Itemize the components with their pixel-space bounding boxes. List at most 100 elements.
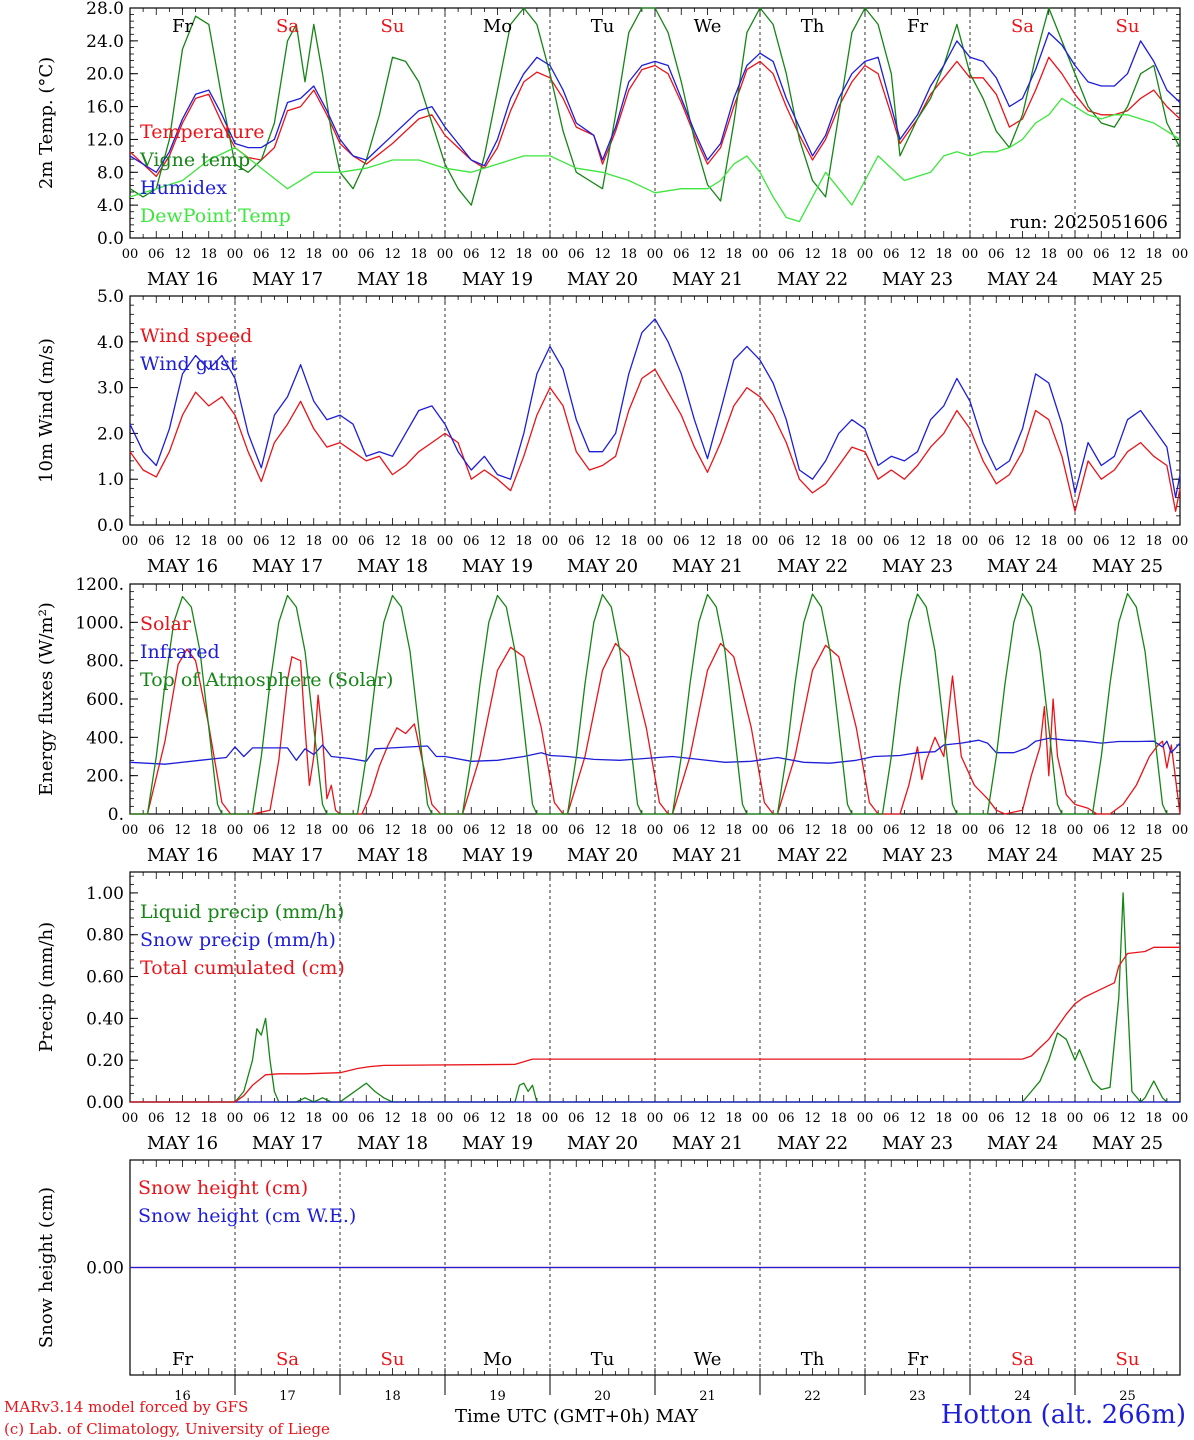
day-date-label: MAY 22 xyxy=(777,556,848,577)
y-axis-label: Precip (mm/h) xyxy=(36,922,57,1052)
station-name: Hotton (alt. 266m) xyxy=(940,1400,1186,1430)
hour-tick-label: 18 xyxy=(410,823,427,838)
weekday-label: We xyxy=(694,1349,722,1370)
panel-2 xyxy=(129,295,1181,526)
day-date-label: MAY 21 xyxy=(672,845,743,866)
day-date-label: MAY 24 xyxy=(987,845,1058,866)
day-date-label: MAY 21 xyxy=(672,1133,743,1154)
hour-tick-label: 18 xyxy=(410,1111,427,1126)
day-date-label: MAY 18 xyxy=(357,845,428,866)
hour-tick-label: 12 xyxy=(804,823,821,838)
y-tick-label: 0.0 xyxy=(97,516,124,536)
hour-tick-label: 18 xyxy=(935,823,952,838)
weekday-label: Sa xyxy=(276,16,299,37)
weekday-label: Mo xyxy=(483,1349,512,1370)
hour-tick-label: 00 xyxy=(437,247,454,262)
hour-tick-label: 12 xyxy=(384,534,401,549)
hour-tick-label: 12 xyxy=(384,1111,401,1126)
footer-lab-credit: (c) Lab. of Climatology, University of L… xyxy=(4,1420,330,1438)
weekday-label: Sa xyxy=(276,1349,299,1370)
hour-tick-label: 18 xyxy=(305,823,322,838)
hour-tick-label: 00 xyxy=(1172,823,1189,838)
day-date-label: MAY 16 xyxy=(147,1133,218,1154)
hour-tick-label: 12 xyxy=(384,247,401,262)
series-line-infrared xyxy=(129,737,1181,765)
hour-tick-label: 06 xyxy=(988,247,1005,262)
hour-tick-label: 00 xyxy=(647,1111,664,1126)
hour-tick-label: 18 xyxy=(935,534,952,549)
hour-tick-label: 00 xyxy=(542,823,559,838)
y-tick-label: 24.0 xyxy=(86,32,124,52)
hour-tick-label: 12 xyxy=(804,534,821,549)
day-date-label: MAY 18 xyxy=(357,1133,428,1154)
legend-entry: Total cumulated (cm) xyxy=(140,957,345,979)
hour-tick-label: 00 xyxy=(332,534,349,549)
hour-tick-label: 12 xyxy=(699,247,716,262)
hour-tick-label: 12 xyxy=(1119,1111,1136,1126)
hour-tick-label: 06 xyxy=(1093,534,1110,549)
hour-tick-label: 18 xyxy=(200,534,217,549)
hour-tick-label: 00 xyxy=(962,823,979,838)
hour-tick-label: 12 xyxy=(1014,823,1031,838)
hour-tick-label: 06 xyxy=(463,823,480,838)
hour-tick-label: 00 xyxy=(227,534,244,549)
day-number-label: 18 xyxy=(384,1389,401,1404)
day-date-label: MAY 20 xyxy=(567,1133,638,1154)
y-axis-label: Energy fluxes (W/m²) xyxy=(36,602,57,796)
hour-tick-label: 00 xyxy=(1172,247,1189,262)
y-tick-label: 0.20 xyxy=(86,1051,124,1071)
hour-tick-label: 00 xyxy=(542,534,559,549)
hour-tick-label: 06 xyxy=(883,1111,900,1126)
y-tick-label: 3.0 xyxy=(97,379,124,399)
hour-tick-label: 12 xyxy=(699,823,716,838)
hour-tick-label: 00 xyxy=(857,823,874,838)
series-line-humidex xyxy=(129,31,1181,173)
hour-tick-label: 06 xyxy=(568,534,585,549)
hour-tick-label: 18 xyxy=(1040,1111,1057,1126)
hour-tick-label: 12 xyxy=(174,1111,191,1126)
y-tick-label: 4.0 xyxy=(97,333,124,353)
hour-tick-label: 18 xyxy=(515,534,532,549)
hour-tick-label: 12 xyxy=(279,1111,296,1126)
hour-tick-label: 12 xyxy=(174,534,191,549)
hour-tick-label: 00 xyxy=(437,823,454,838)
hour-tick-label: 12 xyxy=(909,1111,926,1126)
legend-entry: Wind gust xyxy=(140,353,238,375)
day-date-label: MAY 22 xyxy=(777,269,848,290)
hour-tick-label: 18 xyxy=(1040,823,1057,838)
day-number-label: 16 xyxy=(174,1389,191,1404)
hour-tick-label: 18 xyxy=(305,534,322,549)
hour-tick-label: 06 xyxy=(778,823,795,838)
hour-tick-label: 12 xyxy=(804,247,821,262)
y-tick-label: 5.0 xyxy=(97,287,124,307)
legend-entry: Humidex xyxy=(140,177,227,199)
hour-tick-label: 00 xyxy=(857,534,874,549)
hour-tick-label: 00 xyxy=(332,1111,349,1126)
hour-tick-label: 18 xyxy=(200,1111,217,1126)
day-date-label: MAY 19 xyxy=(462,269,533,290)
hour-tick-label: 00 xyxy=(752,534,769,549)
hour-tick-label: 18 xyxy=(410,534,427,549)
day-date-label: MAY 22 xyxy=(777,1133,848,1154)
series-line-top-of-atmosphere-solar- xyxy=(130,592,1168,815)
hour-tick-label: 06 xyxy=(673,823,690,838)
hour-tick-label: 00 xyxy=(437,1111,454,1126)
hour-tick-label: 06 xyxy=(1093,1111,1110,1126)
legend-entry: Snow height (cm) xyxy=(138,1177,308,1199)
footer-model-credit: MARv3.14 model forced by GFS xyxy=(4,1398,249,1416)
day-date-label: MAY 23 xyxy=(882,269,953,290)
hour-tick-label: 06 xyxy=(778,534,795,549)
y-tick-label: 16.0 xyxy=(86,98,124,118)
hour-tick-label: 18 xyxy=(1145,823,1162,838)
y-tick-label: 1000. xyxy=(75,613,124,633)
day-date-label: MAY 18 xyxy=(357,269,428,290)
hour-tick-label: 06 xyxy=(148,534,165,549)
y-tick-label: 400. xyxy=(86,728,124,748)
hour-tick-label: 12 xyxy=(174,247,191,262)
weekday-label: Fr xyxy=(172,1349,193,1370)
y-tick-label: 20.0 xyxy=(86,65,124,85)
hour-tick-label: 18 xyxy=(935,247,952,262)
series-line-dewpoint-temp xyxy=(129,97,1181,223)
legend-entry: Wind speed xyxy=(140,325,252,347)
